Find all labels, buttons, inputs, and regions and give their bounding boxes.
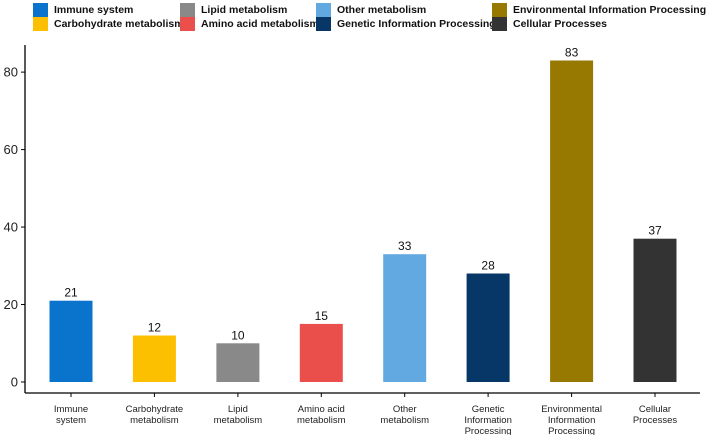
y-tick-label: 60 [4, 142, 18, 157]
value-labels-group: 21 12 10 15 33 28 83 37 [64, 46, 662, 343]
legend-label: Amino acid metabolism [201, 18, 319, 30]
legend-swatch-lipid-metabolism [180, 3, 195, 17]
x-tick-label: Amino acid metabolism [297, 404, 346, 426]
x-tick-label-line: Processing [548, 426, 595, 435]
bar [466, 273, 510, 382]
x-tick-label-line: Carbohydrate [126, 404, 184, 415]
x-tick-label: Environmental Information Processing [541, 404, 602, 435]
y-tick-label: 0 [11, 375, 18, 390]
x-tick-label-line: Immune [54, 404, 88, 415]
x-tick-label-line: Genetic [472, 404, 505, 415]
y-tick-label: 80 [4, 65, 18, 80]
x-tick-label: Carbohydrate metabolism [126, 404, 184, 426]
legend-swatch-carbohydrate-metabolism [33, 17, 48, 31]
bar [383, 254, 427, 382]
x-tick-label-line: Other [393, 404, 417, 415]
bar [299, 323, 343, 382]
bar-value-label: 83 [565, 46, 579, 60]
legend-item-amino-acid-metabolism: Amino acid metabolism [180, 17, 319, 31]
x-tick-label: Genetic Information Processing [464, 404, 512, 435]
bar [49, 300, 93, 382]
legend-swatch-genetic-information-processing [316, 17, 331, 31]
bar-value-label: 21 [64, 286, 78, 300]
legend-label: Genetic Information Processing [337, 18, 496, 30]
legend-swatch-cellular-processes [492, 17, 507, 31]
legend-swatch-environmental-information-processing [492, 3, 507, 17]
bar-value-label: 37 [648, 224, 662, 238]
x-tick-label-line: metabolism [380, 415, 429, 426]
legend-swatch-amino-acid-metabolism [180, 17, 195, 31]
bar-value-label: 33 [398, 239, 412, 253]
y-tick-label: 40 [4, 220, 18, 235]
bar-value-label: 10 [231, 328, 245, 342]
x-tick-label-line: Lipid [228, 404, 248, 415]
x-tick-label-line: Amino acid [298, 404, 345, 415]
bar [633, 238, 677, 382]
bar-value-label: 28 [481, 259, 495, 273]
legend-label: Other metabolism [337, 4, 427, 16]
x-tick-label: Cellular Processes [633, 404, 678, 426]
legend-item-cellular-processes: Cellular Processes [492, 17, 607, 31]
x-tick-label-line: metabolism [297, 415, 346, 426]
x-tick-label-line: Information [548, 415, 596, 426]
bar-value-label: 15 [315, 309, 329, 323]
legend-swatch-other-metabolism [316, 3, 331, 17]
chart-legend: Immune system Carbohydrate metabolism Li… [0, 0, 706, 34]
legend-item-immune-system: Immune system [33, 3, 133, 17]
legend-item-other-metabolism: Other metabolism [316, 3, 426, 17]
legend-swatch-immune-system [33, 3, 48, 17]
x-tick-label: Other metabolism [380, 404, 429, 426]
legend-item-genetic-information-processing: Genetic Information Processing [316, 17, 496, 31]
bar [132, 335, 176, 382]
bars-group [49, 60, 677, 382]
legend-item-environmental-information-processing: Environmental Information Processing [492, 3, 706, 17]
y-axis: 0 20 40 60 80 [4, 45, 26, 393]
bar [216, 343, 260, 382]
legend-label: Carbohydrate metabolism [54, 18, 184, 30]
legend-label: Cellular Processes [513, 18, 607, 30]
legend-label: Environmental Information Processing [513, 4, 706, 16]
x-tick-label-line: Processing [465, 426, 512, 435]
y-tick-label: 20 [4, 297, 18, 312]
x-tick-label: Immune system [54, 404, 88, 426]
legend-item-carbohydrate-metabolism: Carbohydrate metabolism [33, 17, 184, 31]
x-tick-label-line: Environmental [541, 404, 602, 415]
x-tick-label-line: metabolism [214, 415, 263, 426]
x-tick-label-line: Processes [633, 415, 678, 426]
bar-value-label: 12 [148, 321, 162, 335]
x-tick-label-line: system [56, 415, 86, 426]
x-tick-label-line: Information [464, 415, 512, 426]
legend-label: Lipid metabolism [201, 4, 288, 16]
legend-label: Immune system [54, 4, 134, 16]
x-tick-label-line: Cellular [639, 404, 671, 415]
x-tick-label-line: metabolism [130, 415, 179, 426]
bar [550, 60, 594, 382]
legend-item-lipid-metabolism: Lipid metabolism [180, 3, 287, 17]
x-tick-label: Lipid metabolism [214, 404, 263, 426]
